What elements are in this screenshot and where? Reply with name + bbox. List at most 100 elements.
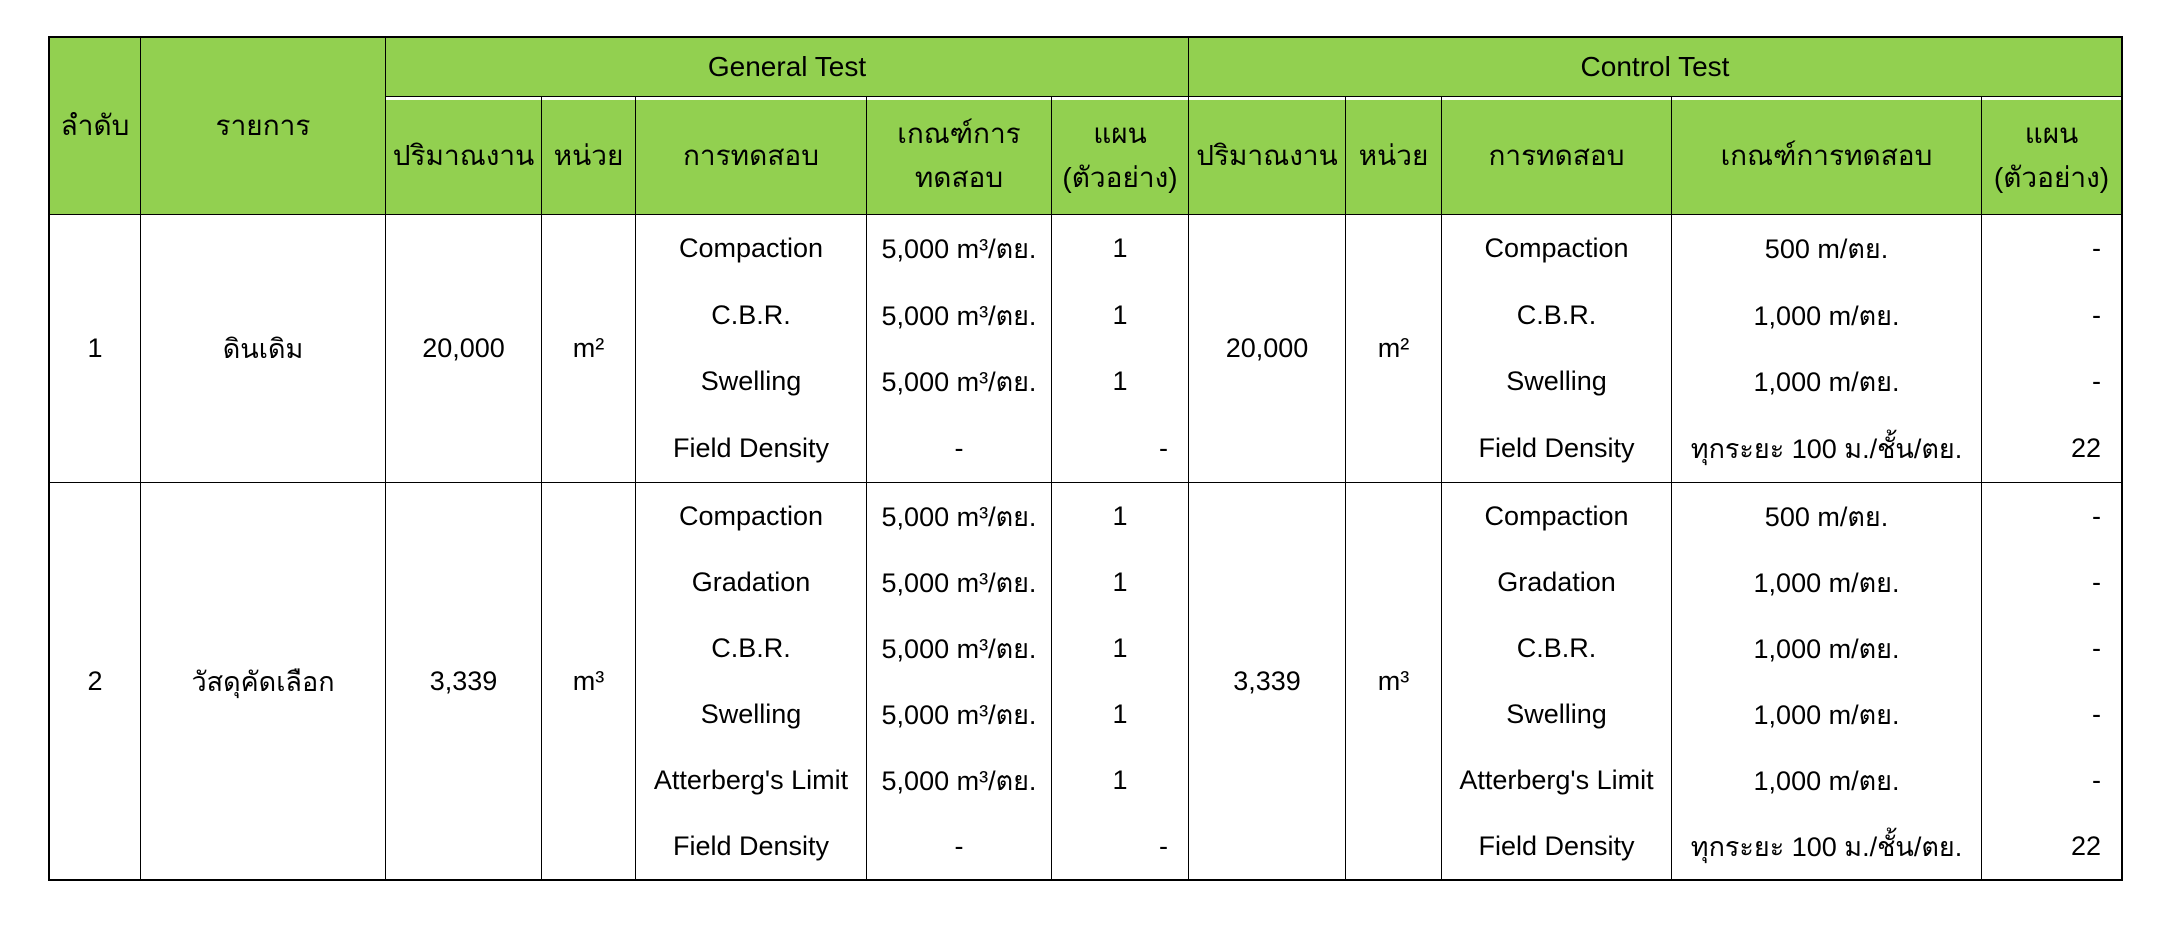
row1-general-test-names: Compaction C.B.R. Swelling Field Density [635,215,866,483]
plan-value: 1 [1112,232,1128,263]
row1-control-plans: - - - 22 [1981,215,2121,483]
header-control-unit: หน่วย [1345,97,1441,215]
header-general-plan: แผน (ตัวอย่าง) [1051,97,1188,215]
test-name: Compaction [1484,500,1629,531]
row2-control-unit: m³ [1345,483,1441,879]
criteria-value: 5,000 m³/ตย. [881,567,1037,598]
plan-value: - [2092,232,2101,263]
row2-control-test-names: Compaction Gradation C.B.R. Swelling Att… [1441,483,1671,879]
plan-value: 1 [1112,299,1128,330]
row1-general-quantity: 20,000 [385,215,541,483]
criteria-value: ทุกระยะ 100 ม./ชั้น/ตย. [1690,831,1963,862]
row2-general-quantity: 3,339 [385,483,541,879]
criteria-value: 5,000 m³/ตย. [881,300,1037,331]
test-name: Swelling [700,698,802,729]
header-group-general: General Test [385,38,1188,97]
test-name: Atterberg's Limit [1459,764,1654,795]
row1-general-criteria: 5,000 m³/ตย. 5,000 m³/ตย. 5,000 m³/ตย. - [866,215,1051,483]
row1-general-unit: m² [541,215,635,483]
criteria-value: 500 m/ตย. [1764,233,1889,264]
header-general-test: การทดสอบ [635,97,866,215]
row1-no: 1 [50,215,140,483]
header-general-criteria-line1: เกณฑ์การ [897,117,1021,149]
header-general-criteria: เกณฑ์การ ทดสอบ [866,97,1051,215]
header-general-plan-line2: (ตัวอย่าง) [1062,161,1178,193]
row2-general-test-names: Compaction Gradation C.B.R. Swelling Att… [635,483,866,879]
criteria-value: 5,000 m³/ตย. [881,699,1037,730]
criteria-value: 5,000 m³/ตย. [881,233,1037,264]
row1-item: ดินเดิม [140,215,385,483]
header-control-plan-line2: (ตัวอย่าง) [1993,161,2110,193]
row2-general-plans: 1 1 1 1 1 - [1051,483,1188,879]
test-name: Swelling [1506,366,1607,397]
header-item: รายการ [140,38,385,215]
row2-no: 2 [87,665,103,696]
test-name: Compaction [678,232,824,263]
test-name: Compaction [678,500,824,531]
test-name: Field Density [672,433,830,464]
row2-item: วัสดุคัดเลือก [140,483,385,879]
test-name: Gradation [1497,566,1616,597]
plan-value: 1 [1112,500,1128,531]
test-name: Swelling [1506,698,1607,729]
test-name: Swelling [700,366,802,397]
row1-control-criteria: 500 m/ตย. 1,000 m/ตย. 1,000 m/ตย. ทุกระย… [1671,215,1981,483]
header-control-quantity: ปริมาณงาน [1188,97,1345,215]
header-general-criteria-line2: ทดสอบ [914,161,1004,193]
test-name: C.B.R. [711,299,791,330]
header-general-quantity: ปริมาณงาน [385,97,541,215]
row2-general-criteria: 5,000 m³/ตย. 5,000 m³/ตย. 5,000 m³/ตย. 5… [866,483,1051,879]
test-name: C.B.R. [711,632,791,663]
test-name: Compaction [1484,232,1629,263]
row2-general-unit: m³ [541,483,635,879]
test-name: Field Density [1478,830,1635,861]
row2-control-criteria: 500 m/ตย. 1,000 m/ตย. 1,000 m/ตย. 1,000 … [1671,483,1981,879]
test-name: Atterberg's Limit [653,764,849,795]
criteria-value: - [954,830,964,861]
header-control-criteria: เกณฑ์การทดสอบ [1671,97,1981,215]
plan-value: 22 [2070,433,2101,464]
plan-value: 1 [1112,698,1128,729]
criteria-value: 1,000 m/ตย. [1753,633,1900,664]
criteria-value: 1,000 m/ตย. [1753,367,1900,398]
header-general-unit: หน่วย [541,97,635,215]
plan-value: - [1159,433,1168,464]
header-control-plan-line1: แผน [2024,117,2079,149]
plan-value: 1 [1112,764,1128,795]
test-name: C.B.R. [1516,632,1597,663]
plan-value: - [2092,698,2101,729]
header-control-test: การทดสอบ [1441,97,1671,215]
header-general-plan-line1: แผน [1093,117,1147,149]
test-name: C.B.R. [1516,299,1597,330]
criteria-value: 1,000 m/ตย. [1753,567,1900,598]
plan-value: 1 [1112,566,1128,597]
criteria-value: 5,000 m³/ตย. [881,367,1037,398]
criteria-value: 1,000 m/ตย. [1753,699,1900,730]
plan-value: - [1159,830,1168,861]
plan-value: - [2092,764,2101,795]
header-control-plan: แผน (ตัวอย่าง) [1981,97,2121,215]
criteria-value: 1,000 m/ตย. [1753,765,1900,796]
criteria-value: ทุกระยะ 100 ม./ชั้น/ตย. [1690,434,1963,465]
row1-control-quantity: 20,000 [1188,215,1345,483]
criteria-value: - [954,433,964,464]
plan-value: - [2092,566,2101,597]
test-name: Field Density [1478,433,1635,464]
plan-value: 1 [1112,366,1128,397]
criteria-value: 5,000 m³/ตย. [881,765,1037,796]
plan-value: - [2092,500,2101,531]
row1-control-unit: m² [1345,215,1441,483]
test-name: Field Density [672,830,830,861]
plan-value: - [2092,366,2101,397]
plan-value: - [2092,632,2101,663]
plan-value: - [2092,299,2101,330]
criteria-value: 1,000 m/ตย. [1753,300,1900,331]
plan-value: 1 [1112,632,1128,663]
criteria-value: 500 m/ตย. [1764,501,1889,532]
row1-control-test-names: Compaction C.B.R. Swelling Field Density [1441,215,1671,483]
row1-general-plans: 1 1 1 - [1051,215,1188,483]
row2-control-plans: - - - - - 22 [1981,483,2121,879]
header-group-control: Control Test [1188,38,2121,97]
criteria-value: 5,000 m³/ตย. [881,633,1037,664]
